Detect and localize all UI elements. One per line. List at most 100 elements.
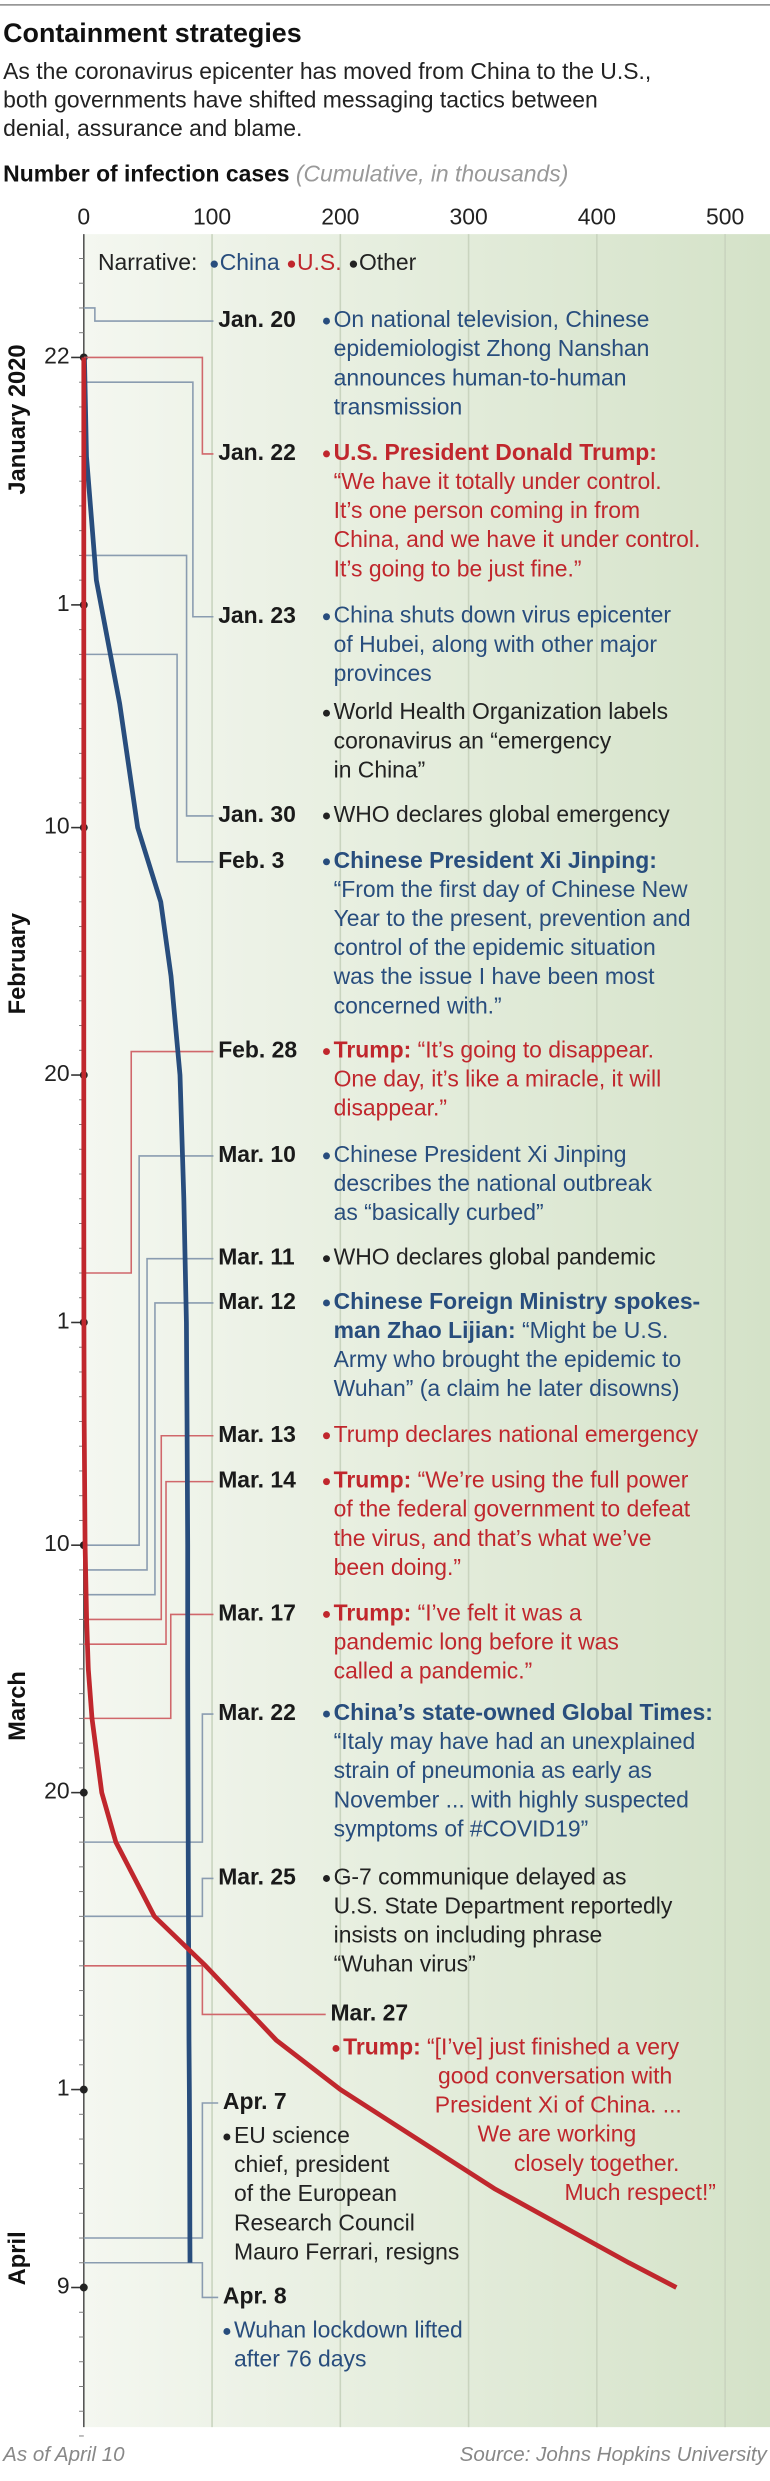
event-text: pandemic long before it was [334,1629,619,1655]
event-text: EU science [234,2122,350,2148]
event-line: It’s one person coming in from [334,497,640,523]
bullet [323,1478,330,1486]
event-text: Chinese President Xi Jinping: [334,847,657,873]
event-line: insists on including phrase [334,1922,603,1948]
event-line: We are working [477,2121,636,2147]
event-text: insists on including phrase [334,1922,603,1948]
event-text: coronavirus an “emergency [334,727,612,753]
event-line: describes the national outbreak [334,1170,653,1196]
axis-note: (Cumulative, in thousands) [296,161,568,187]
date-tick-label: 20 [44,1778,69,1804]
event-line: chief, president [234,2151,390,2177]
event-text: “Italy may have had an unexplained [334,1728,696,1754]
event-speaker: Trump: [334,1037,412,1063]
date-tick-label: 1 [57,2075,70,2101]
event-line: strain of pneumonia as early as [334,1757,652,1783]
event-date: Mar. 10 [218,1141,296,1167]
event-line: of Hubei, along with other major [334,631,658,657]
event-line: “From the first day of Chinese New [334,876,688,902]
bullet [323,1255,330,1263]
event-text: called a pandemic.” [334,1658,533,1684]
bullet [323,613,330,621]
axis-label: Number of infection cases [3,161,289,187]
bullet [323,1152,330,1160]
event-connector [83,2261,219,2299]
x-tick-label: 200 [321,203,359,229]
event-date: Mar. 13 [218,1421,296,1447]
event-date: Mar. 22 [218,1699,296,1725]
event-line: It’s going to be just fine.” [334,555,582,581]
event-text: G-7 communique delayed as [334,1864,627,1890]
event-line: Research Council [234,2209,415,2235]
event-text: Trump: “I’ve felt it was a [334,1599,582,1625]
event-text: control of the epidemic situation [334,934,656,960]
event-text: the virus, and that’s what we’ve [334,1525,652,1551]
event-text: One day, it’s like a miracle, it will [334,1066,662,1092]
event-line: epidemiologist Zhong Nanshan [334,335,650,361]
event-date: Mar. 14 [218,1467,296,1493]
date-tick-label: 10 [44,813,69,839]
event-line: closely together. [514,2150,680,2176]
bullet [323,812,330,820]
event-date: Jan. 22 [218,439,296,465]
event-line: good conversation with [438,2063,672,2089]
event-text: China shuts down virus epicenter [334,602,672,628]
event-connector [83,1965,326,2016]
bullet [323,317,330,325]
event-text: chief, president [234,2151,390,2177]
event-text: of the federal government to defeat [334,1496,691,1522]
event-speaker: China’s state-owned Global Times: [334,1699,713,1725]
event-line: EU science [234,2122,350,2148]
event-line: Year to the present, prevention and [334,905,691,931]
legend-label: Other [359,249,417,275]
event-speaker: U.S. President Donald Trump: [334,439,657,465]
event-text: disappear.” [334,1095,447,1121]
event-speaker: Chinese President Xi Jinping: [334,847,657,873]
event-line: of the federal government to defeat [334,1496,691,1522]
x-tick-label: 100 [193,203,231,229]
month-label: April [5,2231,31,2285]
event-text: “We have it totally under control. [334,468,662,494]
event-text: epidemiologist Zhong Nanshan [334,335,650,361]
event-line: of the European [234,2180,397,2206]
event-text: It’s going to be just fine.” [334,555,582,581]
legend-marker [349,260,358,268]
event-line: World Health Organization labels [334,698,668,724]
event-text: Mauro Ferrari, resigns [234,2238,459,2264]
bullet [323,858,330,866]
date-tick-label: 1 [57,590,70,616]
event-date: Feb. 3 [218,847,284,873]
bullet [323,1710,330,1718]
bullet [323,1432,330,1440]
legend-marker [210,260,218,268]
event-text: man Zhao Lijian: “Might be U.S. [334,1317,669,1343]
event-line: disappear.” [334,1095,447,1121]
event-text: U.S. State Department reportedly [334,1893,673,1919]
event-text: November ... with highly suspected [334,1786,689,1812]
event-line: China, and we have it under control. [334,526,701,552]
event-line: “[I’ve] just finished a very [427,2033,680,2059]
event-text: Chinese President Xi Jinping [334,1141,627,1167]
bullet [323,1610,330,1618]
event-line: Wuhan lockdown lifted [234,2317,463,2343]
event-text: Wuhan lockdown lifted [234,2317,463,2343]
event-text: transmission [334,393,463,419]
event-text: of Hubei, along with other major [334,631,658,657]
event-text: Much respect!” [564,2179,716,2205]
subtitle: denial, assurance and blame. [3,115,302,141]
event-connector [83,2102,219,2239]
date-tick-label: 10 [44,1530,69,1556]
event-line: G-7 communique delayed as [334,1864,627,1890]
event-text: good conversation with [438,2063,672,2089]
legend-marker [287,260,296,268]
event-line: U.S. State Department reportedly [334,1893,673,1919]
event-text: closely together. [514,2150,680,2176]
event-line: Wuhan” (a claim he later disowns) [334,1375,680,1401]
event-text: China’s state-owned Global Times: [334,1699,713,1725]
event-text: On national television, Chinese [334,306,650,332]
event-speaker: Chinese Foreign Ministry spokes- [334,1288,701,1314]
event-connector [83,1480,214,1645]
event-text: Trump: “It’s going to disappear. [334,1037,654,1063]
event-date: Mar. 17 [218,1599,296,1625]
event-line: November ... with highly suspected [334,1786,689,1812]
